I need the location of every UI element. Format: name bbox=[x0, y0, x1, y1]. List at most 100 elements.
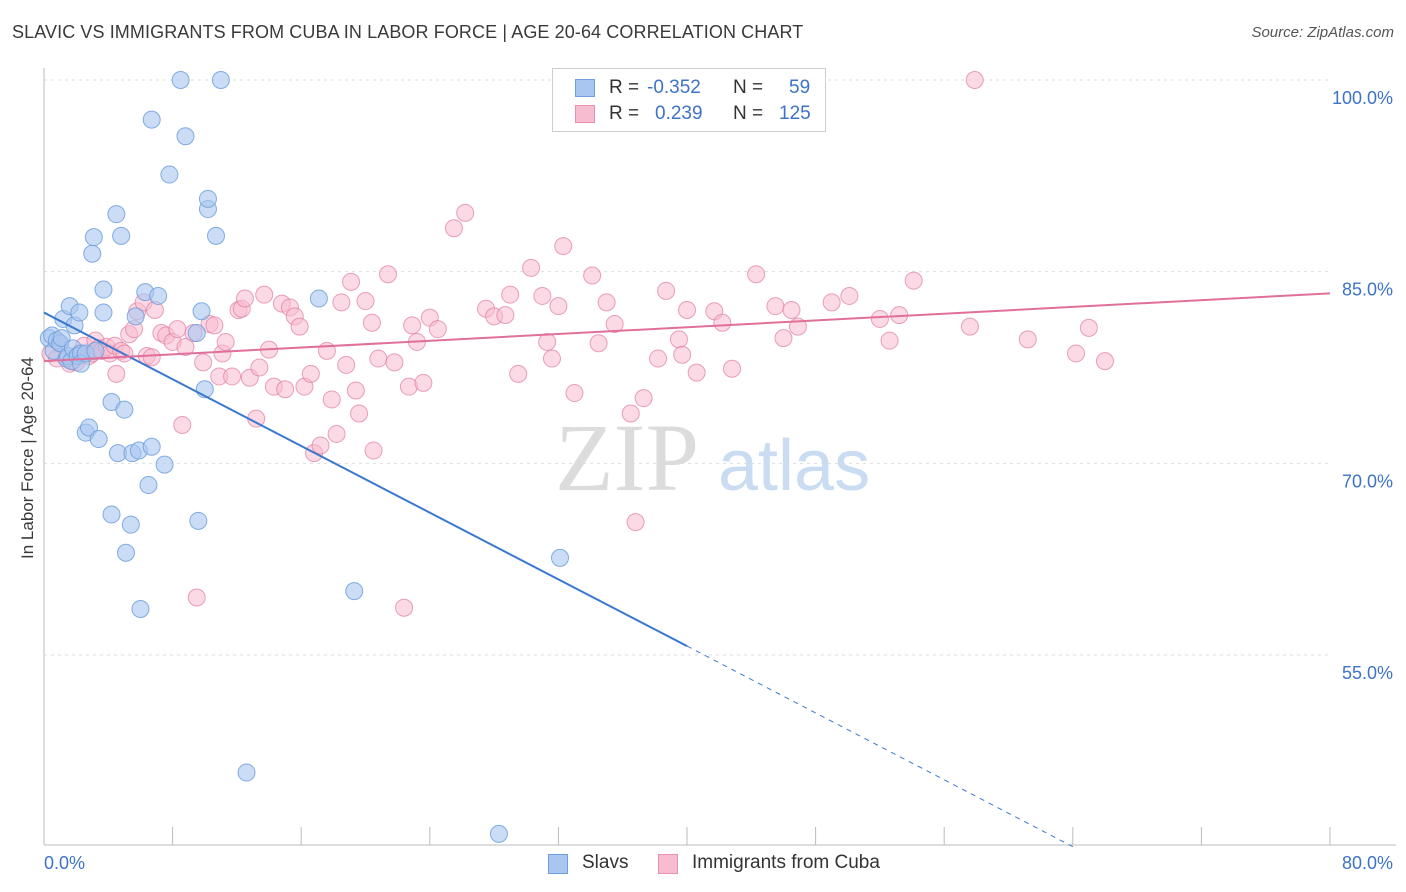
legend-r-value: -0.352 bbox=[647, 77, 701, 98]
data-point-cuba bbox=[533, 286, 552, 305]
legend-swatch-cuba bbox=[575, 105, 595, 123]
watermark-atlas: atlas bbox=[718, 426, 870, 506]
bottom-legend-label-slavs: Slavs bbox=[582, 852, 629, 873]
data-point-slavs bbox=[121, 515, 140, 534]
data-point-slavs bbox=[80, 418, 99, 437]
data-point-cuba bbox=[223, 367, 242, 386]
data-point-slavs bbox=[187, 324, 206, 342]
data-point-cuba bbox=[1018, 330, 1037, 349]
data-point-slavs bbox=[94, 280, 113, 299]
data-point-cuba bbox=[176, 338, 195, 357]
data-point-cuba bbox=[1095, 352, 1114, 371]
data-point-cuba bbox=[509, 364, 528, 383]
data-point-slavs bbox=[489, 824, 508, 843]
data-point-slavs bbox=[155, 455, 174, 474]
data-point-cuba bbox=[194, 353, 213, 372]
data-point-cuba bbox=[1067, 344, 1086, 363]
data-point-slavs bbox=[139, 476, 158, 495]
correlation-legend: R = -0.352 N = 59 R = 0.239 N = 125 bbox=[552, 68, 826, 132]
data-point-cuba bbox=[774, 329, 793, 348]
legend-r-label: R = bbox=[609, 103, 640, 124]
data-point-cuba bbox=[362, 313, 381, 332]
data-point-cuba bbox=[142, 348, 161, 367]
data-point-cuba bbox=[369, 349, 388, 368]
data-point-cuba bbox=[346, 381, 365, 400]
data-point-cuba bbox=[311, 436, 330, 455]
data-point-slavs bbox=[551, 548, 570, 567]
data-point-slavs bbox=[89, 430, 108, 449]
data-point-cuba bbox=[187, 588, 206, 607]
data-point-cuba bbox=[723, 359, 742, 378]
data-point-slavs bbox=[70, 303, 89, 322]
axes bbox=[43, 68, 1396, 846]
data-point-slavs bbox=[116, 543, 135, 562]
data-point-slavs bbox=[211, 71, 230, 89]
data-point-slavs bbox=[142, 437, 161, 456]
data-point-cuba bbox=[649, 349, 668, 368]
trend-lines bbox=[43, 292, 1331, 848]
chart-title: SLAVIC VS IMMIGRANTS FROM CUBA IN LABOR … bbox=[12, 22, 804, 42]
data-point-slavs bbox=[107, 205, 126, 224]
trend-line-cuba bbox=[43, 292, 1331, 363]
data-point-cuba bbox=[216, 332, 235, 351]
data-point-slavs bbox=[84, 228, 103, 247]
watermark: ZIP atlas bbox=[555, 404, 870, 511]
data-point-slavs bbox=[112, 226, 131, 245]
y-tick-label: 100.0% bbox=[1332, 88, 1393, 108]
data-point-cuba bbox=[385, 353, 404, 372]
legend-r-label: R = bbox=[609, 77, 640, 98]
data-point-cuba bbox=[782, 301, 801, 319]
data-point-slavs bbox=[345, 582, 364, 601]
data-point-cuba bbox=[255, 285, 274, 304]
data-point-cuba bbox=[173, 416, 192, 434]
data-point-cuba bbox=[403, 316, 422, 335]
data-point-cuba bbox=[379, 265, 398, 284]
data-point-cuba bbox=[395, 598, 414, 617]
data-point-cuba bbox=[496, 306, 515, 325]
data-point-cuba bbox=[235, 289, 254, 308]
y-tick-label: 85.0% bbox=[1342, 280, 1393, 300]
data-point-cuba bbox=[522, 258, 541, 277]
data-point-cuba bbox=[549, 297, 568, 316]
trend-line-slavs bbox=[43, 311, 688, 647]
data-point-cuba bbox=[322, 390, 341, 409]
data-point-cuba bbox=[565, 384, 584, 403]
data-point-slavs bbox=[192, 302, 211, 321]
data-point-cuba bbox=[250, 358, 269, 377]
data-point-slavs bbox=[102, 505, 121, 524]
data-point-cuba bbox=[965, 71, 984, 89]
data-point-slavs bbox=[198, 189, 217, 208]
series-slavs-points bbox=[39, 71, 570, 843]
data-point-cuba bbox=[327, 424, 346, 443]
grid-lines bbox=[44, 79, 1330, 656]
data-point-cuba bbox=[589, 334, 608, 353]
data-point-cuba bbox=[290, 317, 309, 336]
x-tick-label: 80.0% bbox=[1342, 853, 1393, 873]
data-point-cuba bbox=[456, 203, 475, 222]
bottom-legend-label-cuba: Immigrants from Cuba bbox=[692, 852, 880, 873]
legend-r-value: 0.239 bbox=[655, 103, 703, 124]
bottom-legend-swatch-cuba bbox=[658, 854, 678, 874]
data-point-cuba bbox=[840, 286, 859, 305]
data-point-cuba bbox=[276, 380, 295, 399]
data-point-slavs bbox=[171, 71, 190, 89]
data-point-cuba bbox=[766, 297, 785, 316]
data-point-slavs bbox=[207, 226, 226, 245]
y-tick-label: 55.0% bbox=[1342, 663, 1393, 683]
tick-labels: 100.0% 85.0% 70.0% 55.0% 0.0% 80.0% bbox=[44, 88, 1393, 873]
data-point-cuba bbox=[960, 317, 979, 336]
legend-n-label: N = bbox=[733, 77, 764, 98]
data-point-cuba bbox=[597, 293, 616, 312]
data-point-slavs bbox=[142, 110, 161, 129]
data-point-cuba bbox=[1079, 318, 1098, 337]
watermark-zip: ZIP bbox=[555, 404, 699, 511]
legend-n-value: 59 bbox=[789, 77, 811, 98]
data-point-cuba bbox=[904, 271, 923, 290]
data-point-cuba bbox=[657, 281, 676, 300]
data-point-cuba bbox=[554, 237, 573, 256]
data-point-cuba bbox=[538, 332, 557, 351]
source-label: Source: ZipAtlas.com bbox=[1251, 24, 1394, 41]
data-point-slavs bbox=[83, 244, 102, 263]
data-point-cuba bbox=[364, 441, 383, 460]
